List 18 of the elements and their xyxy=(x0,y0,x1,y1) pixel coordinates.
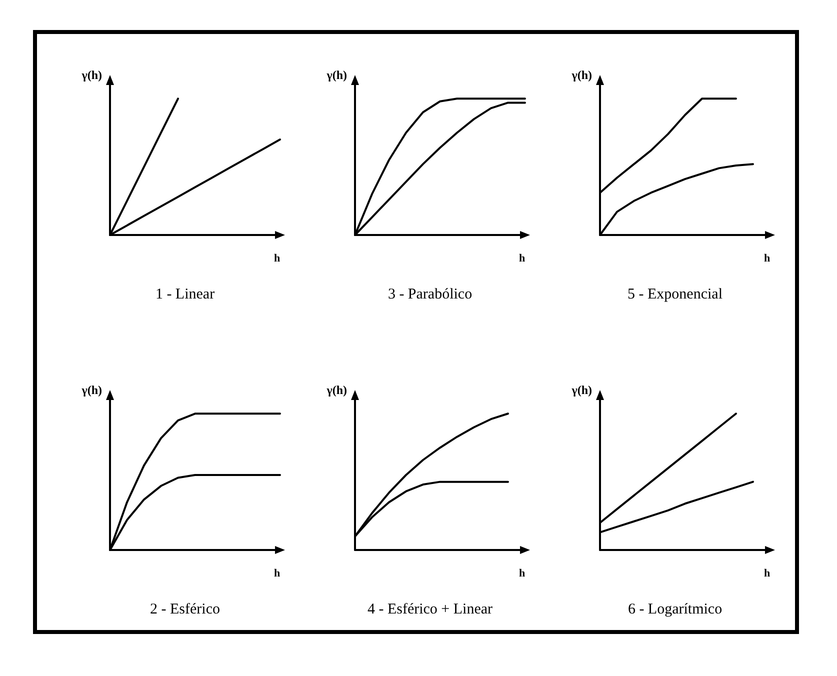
x-axis-title: h xyxy=(274,252,280,264)
y-axis-title: γ(h) xyxy=(570,383,592,397)
text: 5 - Exponencial xyxy=(628,286,722,302)
y-axis-title: γ(h) xyxy=(326,68,347,82)
text: 6 - Logarítmico xyxy=(628,602,722,618)
text: 3 - Parabólico xyxy=(388,286,472,302)
x-axis-title: h xyxy=(519,252,526,264)
text: 4 - Esférico + Linear xyxy=(367,602,493,618)
y-axis-title: γ(h) xyxy=(326,383,347,397)
x-axis-title: h xyxy=(764,568,770,580)
text: 1 - Linear xyxy=(155,286,215,302)
x-axis-title: h xyxy=(519,568,526,580)
y-axis-title: γ(h) xyxy=(570,68,592,82)
text: 2 - Esférico xyxy=(150,602,220,618)
y-axis-title: γ(h) xyxy=(80,68,102,82)
x-axis-title: h xyxy=(274,568,280,580)
x-axis-title: h xyxy=(764,252,770,264)
y-axis-title: γ(h) xyxy=(80,383,102,397)
